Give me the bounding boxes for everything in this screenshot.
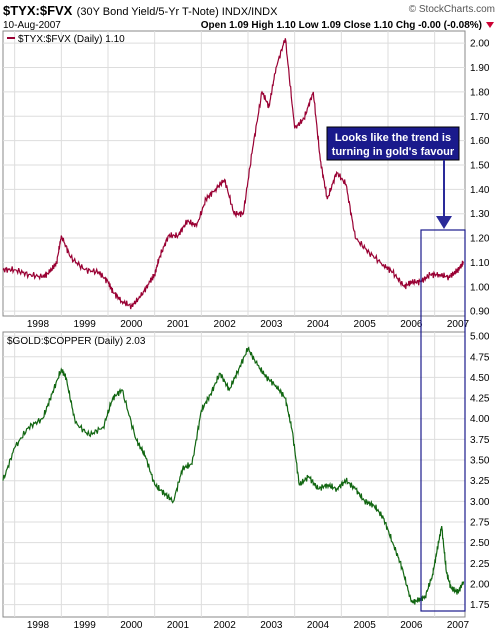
ytick-yield-ratio-4: 1.30 bbox=[470, 209, 490, 220]
xtick-gold-copper-8: 2006 bbox=[400, 620, 423, 631]
xtick-yield-ratio-8: 2006 bbox=[400, 319, 423, 330]
xticks-gold-copper: 1998 1999 2000 2001 2002 2003 2004 2005 2006 2007 bbox=[27, 620, 470, 631]
xtick-gold-copper-4: 2002 bbox=[214, 620, 237, 631]
legend-yield-ratio: $TYX:$FVX (Daily) 1.10 bbox=[7, 34, 125, 45]
xtick-yield-ratio-5: 2003 bbox=[260, 319, 283, 330]
xtick-yield-ratio-4: 2002 bbox=[214, 319, 237, 330]
legend-yield-ratio-label: $TYX:$FVX (Daily) 1.10 bbox=[18, 34, 125, 45]
xtick-gold-copper-5: 2003 bbox=[260, 620, 283, 631]
ytick-yield-ratio-3: 1.20 bbox=[470, 234, 490, 245]
chart-description: (30Y Bond Yield/5-Yr T-Note) INDX/INDX bbox=[77, 6, 278, 18]
ytick-gold-copper-8: 3.75 bbox=[470, 435, 490, 446]
quote-line: Open 1.09 High 1.10 Low 1.09 Close 1.10 … bbox=[201, 20, 482, 31]
ytick-yield-ratio-9: 1.80 bbox=[470, 87, 490, 98]
xtick-yield-ratio-0: 1998 bbox=[27, 319, 50, 330]
ytick-gold-copper-12: 4.75 bbox=[470, 352, 490, 363]
annotation-line-2: turning in gold's favour bbox=[332, 146, 455, 158]
xtick-gold-copper-7: 2005 bbox=[354, 620, 377, 631]
legend-gold-copper: $GOLD:$COPPER (Daily) 2.03 bbox=[7, 336, 146, 347]
panel-yield-ratio bbox=[2, 30, 466, 317]
ytick-yield-ratio-7: 1.60 bbox=[470, 136, 490, 147]
ytick-yield-ratio-2: 1.10 bbox=[470, 258, 490, 269]
xtick-yield-ratio-6: 2004 bbox=[307, 319, 330, 330]
change-down-icon bbox=[486, 22, 494, 28]
ytick-yield-ratio-5: 1.40 bbox=[470, 185, 490, 196]
xtick-yield-ratio-2: 2000 bbox=[120, 319, 143, 330]
ytick-yield-ratio-10: 1.90 bbox=[470, 63, 490, 74]
xtick-gold-copper-3: 2001 bbox=[167, 620, 190, 631]
chart-description-text: (30Y Bond Yield/5-Yr T-Note) bbox=[77, 6, 219, 18]
xtick-gold-copper-1: 1999 bbox=[74, 620, 97, 631]
grid-gold-copper bbox=[3, 332, 465, 617]
series-yield-ratio-line bbox=[2, 38, 465, 310]
ytick-yield-ratio-6: 1.50 bbox=[470, 160, 490, 171]
yticks-gold-copper: 1.75 2.00 2.25 2.50 2.75 3.00 3.25 3.50 3.75 4.00… bbox=[470, 332, 490, 611]
xtick-gold-copper-0: 1998 bbox=[27, 620, 50, 631]
chart-date: 10-Aug-2007 bbox=[3, 20, 61, 31]
chart-symbol: $TYX:$FVX bbox=[3, 3, 73, 18]
xtick-yield-ratio-3: 2001 bbox=[167, 319, 190, 330]
annotation-box bbox=[326, 126, 460, 161]
ytick-yield-ratio-11: 2.00 bbox=[470, 39, 490, 50]
ytick-gold-copper-9: 4.00 bbox=[470, 414, 490, 425]
ytick-gold-copper-5: 3.00 bbox=[470, 497, 490, 508]
series-gold-copper-line bbox=[2, 346, 465, 605]
chart-exchange: INDX/INDX bbox=[222, 6, 278, 18]
xtick-gold-copper-6: 2004 bbox=[307, 620, 330, 631]
ytick-gold-copper-11: 4.50 bbox=[470, 373, 490, 384]
ytick-gold-copper-4: 2.75 bbox=[470, 518, 490, 529]
grid-yield-ratio bbox=[3, 31, 465, 316]
ytick-gold-copper-7: 3.50 bbox=[470, 456, 490, 467]
ytick-gold-copper-6: 3.25 bbox=[470, 476, 490, 487]
ytick-gold-copper-1: 2.00 bbox=[470, 579, 490, 590]
xtick-yield-ratio-7: 2005 bbox=[354, 319, 377, 330]
ytick-gold-copper-10: 4.25 bbox=[470, 394, 490, 405]
annotation-line-1: Looks like the trend is bbox=[335, 132, 451, 144]
legend-gold-copper-label: $GOLD:$COPPER (Daily) 2.03 bbox=[7, 336, 146, 347]
ytick-gold-copper-3: 2.50 bbox=[470, 538, 490, 549]
ytick-gold-copper-2: 2.25 bbox=[470, 559, 490, 570]
ytick-gold-copper-13: 5.00 bbox=[470, 332, 490, 343]
ytick-yield-ratio-1: 1.00 bbox=[470, 282, 490, 293]
ytick-yield-ratio-8: 1.70 bbox=[470, 112, 490, 123]
highlight-box-2007 bbox=[420, 229, 466, 612]
xtick-yield-ratio-9: 2007 bbox=[447, 319, 470, 330]
xtick-gold-copper-9: 2007 bbox=[447, 620, 470, 631]
xticks-yield-ratio: 1998 1999 2000 2001 2002 2003 2004 2005 2006 2007 bbox=[27, 319, 470, 330]
panel-gold-copper bbox=[2, 331, 466, 618]
yticks-yield-ratio: 0.90 1.00 1.10 1.20 1.30 1.40 1.50 1.60 1.70 1.80… bbox=[470, 39, 490, 318]
xtick-yield-ratio-1: 1999 bbox=[74, 319, 97, 330]
annotation-arrow-head bbox=[436, 216, 452, 229]
ytick-yield-ratio-0: 0.90 bbox=[470, 307, 490, 318]
ytick-gold-copper-0: 1.75 bbox=[470, 600, 490, 611]
brand-label: © StockCharts.com bbox=[409, 4, 495, 15]
xtick-gold-copper-2: 2000 bbox=[120, 620, 143, 631]
